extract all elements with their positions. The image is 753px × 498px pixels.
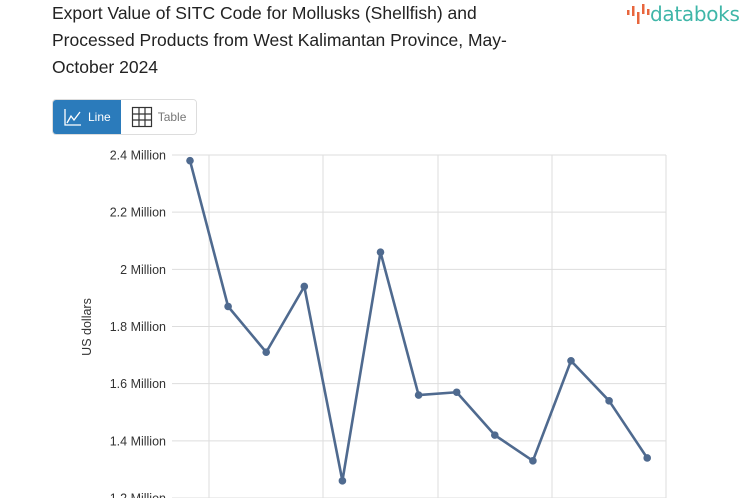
data-point[interactable]: [491, 431, 499, 439]
logo-bars-icon: [627, 4, 650, 24]
table-view-label: Table: [157, 110, 187, 124]
data-point[interactable]: [643, 454, 651, 462]
line-view-button[interactable]: Line: [53, 100, 121, 134]
data-point[interactable]: [414, 391, 423, 399]
chart-title: Export Value of SITC Code for Mollusks (…: [52, 3, 507, 77]
data-point[interactable]: [338, 477, 347, 485]
line-chart-icon: [64, 109, 81, 126]
data-point[interactable]: [376, 248, 385, 256]
y-tick-label: 1.2 Million: [110, 492, 166, 498]
data-point[interactable]: [452, 388, 461, 397]
y-tick-label: 2 Million: [120, 263, 166, 277]
y-tick-label: 2.2 Million: [110, 206, 166, 220]
data-point[interactable]: [529, 457, 537, 465]
line-view-label: Line: [88, 110, 111, 124]
y-tick-label: 2.4 Million: [110, 149, 166, 163]
data-point[interactable]: [567, 357, 575, 365]
view-toggle: Line Table: [52, 99, 198, 135]
logo-text: databoks: [650, 2, 740, 26]
table-icon: [131, 106, 152, 128]
series-line: [188, 160, 649, 483]
data-point[interactable]: [300, 282, 309, 291]
data-point[interactable]: [186, 156, 194, 165]
y-tick-label: 1.8 Million: [110, 320, 166, 334]
data-point[interactable]: [605, 397, 613, 405]
y-axis-label: US dollars: [80, 298, 94, 356]
y-tick-label: 1.4 Million: [110, 434, 166, 448]
databoks-logo: databoks: [626, 2, 740, 26]
y-tick-label: 1.6 Million: [110, 377, 166, 391]
data-point[interactable]: [224, 302, 232, 311]
data-point[interactable]: [262, 348, 271, 357]
table-view-button[interactable]: Table: [120, 100, 197, 134]
